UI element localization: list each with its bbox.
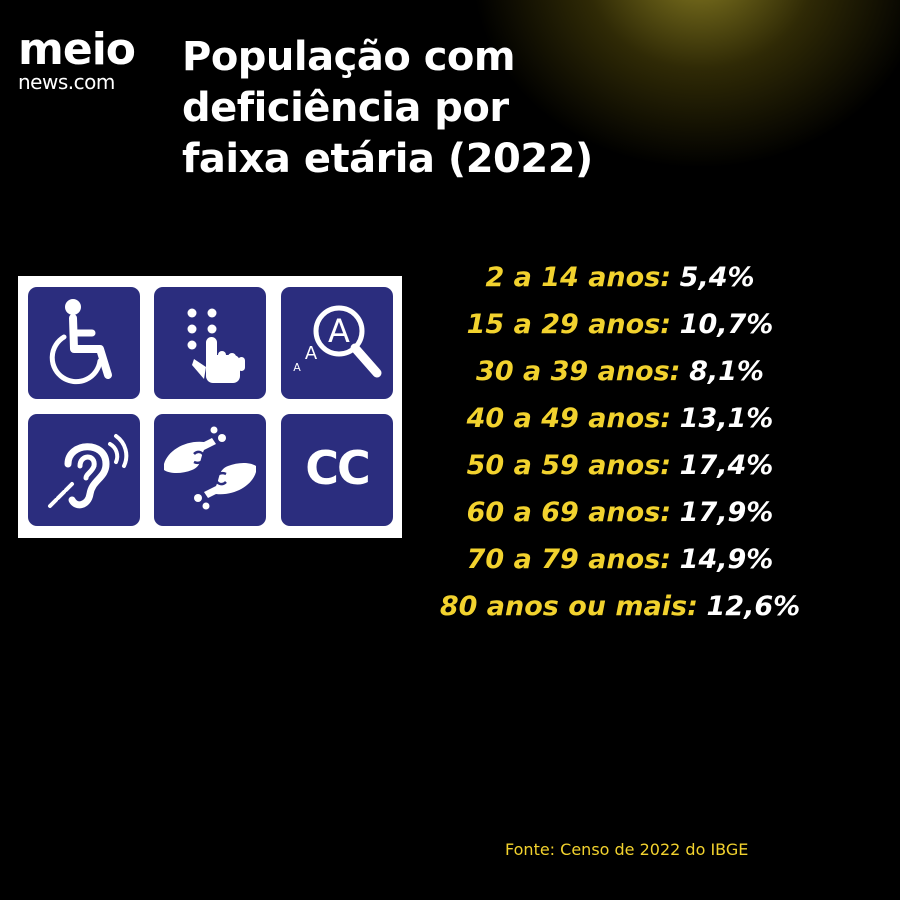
stat-value: 5,4%: [679, 262, 755, 293]
stat-label: 50 a 59 anos:: [466, 450, 672, 481]
stat-row: 30 a 39 anos: 8,1%: [400, 348, 840, 395]
stat-label: 80 anos ou mais:: [439, 591, 698, 622]
stat-value: 17,4%: [679, 450, 774, 481]
stat-label: 30 a 39 anos:: [476, 356, 681, 387]
logo-main-text: meio: [18, 24, 136, 75]
accessibility-icons-panel: A A A CC: [18, 276, 402, 538]
braille-icon: [187, 308, 245, 383]
hearing-assist-tile: [28, 414, 140, 526]
closed-captions-tile: CC: [281, 414, 393, 526]
stat-value: 10,7%: [679, 309, 774, 340]
stat-row: 80 anos ou mais: 12,6%: [400, 583, 840, 630]
closed-captions-icon: CC: [305, 441, 371, 495]
stat-value: 17,9%: [679, 497, 774, 528]
stat-row: 2 a 14 anos: 5,4%: [400, 254, 840, 301]
stat-row: 70 a 79 anos: 14,9%: [400, 536, 840, 583]
stat-row: 50 a 59 anos: 17,4%: [400, 442, 840, 489]
stat-value: 12,6%: [706, 591, 801, 622]
stat-row: 40 a 49 anos: 13,1%: [400, 395, 840, 442]
stat-value: 8,1%: [689, 356, 764, 387]
logo: meio news.com: [18, 24, 136, 94]
wheelchair-icon: [49, 299, 112, 385]
stat-label: 60 a 69 anos:: [466, 497, 672, 528]
magnifier-letter-medium: A: [305, 343, 318, 364]
magnifier-letter-small: A: [293, 361, 301, 374]
sign-language-icon: [164, 426, 256, 510]
stat-label: 15 a 29 anos:: [466, 309, 672, 340]
logo-sub-text: news.com: [18, 70, 115, 94]
age-group-stats-list: 2 a 14 anos: 5,4% 15 a 29 anos: 10,7% 30…: [400, 254, 840, 630]
stat-row: 60 a 69 anos: 17,9%: [400, 489, 840, 536]
stat-row: 15 a 29 anos: 10,7%: [400, 301, 840, 348]
stat-label: 2 a 14 anos:: [485, 262, 672, 293]
text-magnifier-icon: A A A: [293, 305, 382, 378]
braille-tile: [154, 287, 266, 399]
page-title: População com deficiência por faixa etár…: [182, 34, 593, 182]
stat-value: 13,1%: [679, 403, 774, 434]
wheelchair-tile: [28, 287, 140, 399]
text-magnifier-tile: A A A: [281, 287, 393, 399]
magnifier-letter-large: A: [328, 312, 350, 350]
source-note: Fonte: Censo de 2022 do IBGE: [505, 840, 749, 859]
stat-value: 14,9%: [679, 544, 774, 575]
stat-label: 40 a 49 anos:: [466, 403, 672, 434]
stat-label: 70 a 79 anos:: [466, 544, 672, 575]
hearing-assist-icon: [48, 434, 129, 509]
sign-language-tile: [154, 414, 266, 526]
cc-text: CC: [305, 441, 369, 495]
